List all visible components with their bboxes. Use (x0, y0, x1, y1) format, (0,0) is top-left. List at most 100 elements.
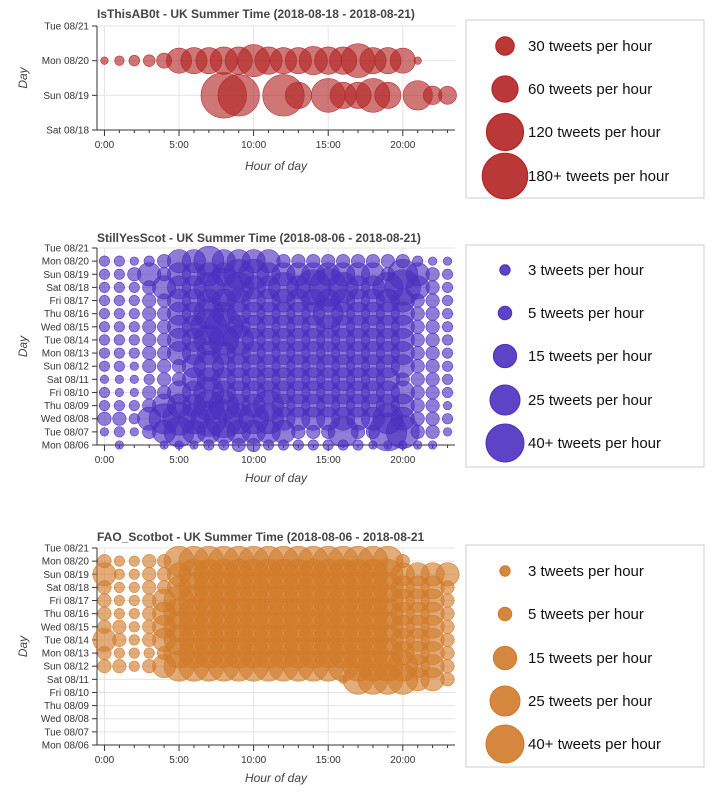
x-tick-label: 15:00 (316, 755, 341, 766)
bubble (128, 595, 140, 607)
bubble (410, 319, 425, 334)
bubble (142, 346, 157, 361)
y-tick-label: Tue 08/21 (44, 244, 89, 255)
bubble (128, 308, 140, 320)
legend-label: 25 tweets per hour (528, 693, 652, 710)
bubble (425, 319, 440, 334)
y-tick-label: Fri 08/10 (50, 688, 90, 699)
bubble (410, 332, 425, 347)
bubble (442, 256, 453, 266)
bubble (435, 562, 460, 587)
bubble (112, 632, 127, 647)
bubble (113, 426, 125, 438)
x-tick-label: 5:00 (169, 140, 189, 151)
size-legend: 3 tweets per hour 5 tweets per hour 15 twe… (465, 244, 705, 468)
bubble (113, 308, 125, 320)
legend-marker (485, 423, 525, 463)
x-tick-label: 10:00 (241, 755, 266, 766)
bubble (425, 398, 440, 413)
bubble (98, 268, 110, 280)
bubble (142, 567, 157, 582)
bubble (97, 554, 112, 569)
bubble (98, 321, 110, 333)
bubble (410, 372, 425, 387)
bubble (425, 267, 440, 282)
bubble (129, 387, 139, 398)
bubble (112, 619, 127, 634)
bubble (365, 254, 380, 269)
y-tick-label: Mon 08/20 (42, 257, 90, 268)
y-tick-label: Sat 08/11 (47, 675, 90, 686)
y-tick-label: Tue 08/14 (44, 635, 89, 646)
bubble (128, 608, 140, 620)
x-tick-label: 5:00 (169, 755, 189, 766)
bubble (440, 672, 455, 687)
y-tick-label: Sat 08/18 (46, 283, 89, 294)
bubble (128, 621, 140, 633)
y-tick-label: Sat 08/11 (47, 375, 90, 386)
bubble (410, 385, 425, 400)
y-tick-label: Sun 08/12 (43, 362, 89, 373)
bubble (442, 268, 454, 280)
bubble (142, 319, 157, 334)
bubble (114, 440, 124, 450)
bubble (98, 308, 110, 320)
chart-panel-2: Mon 08/06 Tue 08/07 Wed 08/08 Thu 08/09 Fri … (16, 231, 705, 485)
bubble (336, 254, 351, 269)
bubble (113, 400, 125, 412)
bubble (113, 347, 125, 359)
bubble (442, 347, 454, 359)
bubble (442, 386, 454, 398)
x-tick-label: 0:00 (95, 140, 115, 151)
y-axis-label: Day (16, 335, 30, 357)
bubble (142, 385, 157, 400)
size-legend: 30 tweets per hour 60 tweets per hour 120 … (465, 19, 705, 200)
bubble (442, 373, 454, 385)
y-tick-label: Tue 08/21 (44, 544, 89, 555)
bubble (113, 360, 125, 372)
y-tick-label: Sat 08/18 (46, 126, 89, 137)
y-tick-label: Mon 08/06 (42, 741, 90, 752)
y-tick-label: Sun 08/19 (43, 270, 89, 281)
bubble (410, 306, 425, 321)
y-tick-label: Fri 08/17 (50, 596, 90, 607)
legend-label: 25 tweets per hour (528, 392, 652, 409)
bubble (157, 372, 172, 387)
y-tick-label: Fri 08/17 (50, 296, 90, 307)
bubble (413, 440, 423, 450)
bubble (97, 606, 112, 621)
size-legend: 3 tweets per hour 5 tweets per hour 15 twe… (465, 544, 705, 768)
x-tick-label: 10:00 (241, 140, 266, 151)
x-tick-label: 0:00 (95, 455, 115, 466)
chart-title: FAO_Scotbot - UK Summer Time (2018-08-06… (97, 530, 425, 544)
bubble (425, 359, 440, 374)
bubble (128, 400, 140, 412)
bubble (112, 411, 127, 426)
bubble (428, 256, 438, 266)
y-tick-label: Sun 08/19 (43, 91, 89, 102)
bubble (425, 385, 440, 400)
bubble (389, 47, 416, 74)
bubble (143, 255, 155, 267)
chart-title: StillYesScot - UK Summer Time (2018-08-0… (97, 231, 421, 245)
legend-marker (499, 264, 511, 276)
bubble (128, 281, 140, 293)
bubble (425, 372, 440, 387)
x-axis-label: Hour of day (245, 471, 308, 485)
bubble (425, 411, 440, 426)
bubble (142, 332, 157, 347)
y-tick-label: Mon 08/20 (42, 56, 90, 67)
bubble (425, 280, 440, 295)
bubble-series (97, 245, 454, 453)
bubble (395, 554, 410, 569)
y-axis-label: Day (16, 66, 30, 88)
legend-label: 120 tweets per hour (528, 124, 661, 141)
bubble (100, 56, 109, 65)
x-tick-label: 20:00 (390, 755, 415, 766)
bubble (129, 374, 139, 384)
bubble (425, 293, 440, 308)
y-axis-label: Day (16, 635, 30, 657)
y-tick-label: Sat 08/18 (46, 583, 89, 594)
bubble (292, 439, 304, 451)
y-tick-label: Mon 08/06 (42, 441, 90, 452)
